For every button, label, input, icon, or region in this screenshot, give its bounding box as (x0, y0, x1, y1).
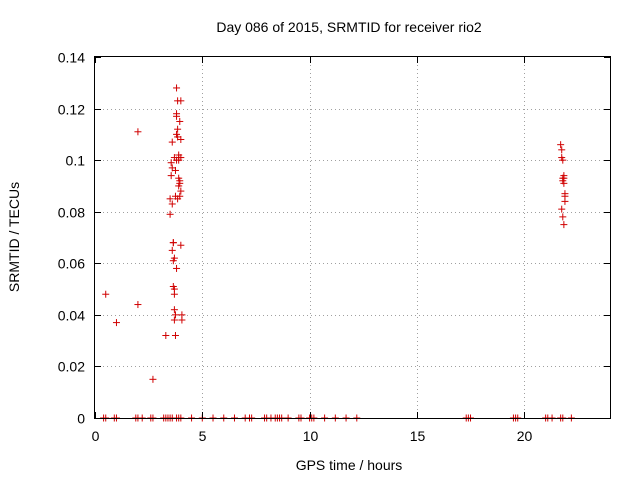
data-point (170, 254, 178, 262)
data-point (559, 213, 567, 221)
data-point (177, 187, 185, 195)
y-tick-label: 0.02 (58, 359, 85, 375)
data-point (167, 159, 175, 167)
data-point (176, 117, 184, 125)
x-tick-label: 5 (199, 428, 207, 444)
data-point (169, 239, 177, 247)
data-point (171, 331, 179, 339)
plot-frame (94, 56, 611, 419)
data-point (176, 177, 184, 185)
data-point (174, 195, 182, 203)
data-point (170, 306, 178, 314)
data-point (173, 264, 181, 272)
y-axis-label: SRMTID / TECUs (6, 182, 22, 292)
data-point (112, 319, 120, 327)
y-tick-label: 0.08 (58, 205, 85, 221)
data-point (171, 311, 179, 319)
y-tick-label: 0.06 (58, 256, 85, 272)
data-point (162, 331, 170, 339)
y-tick-label: 0.12 (58, 102, 85, 118)
y-tick-label: 0.04 (58, 308, 85, 324)
x-tick-label: 0 (92, 428, 100, 444)
data-point (170, 316, 178, 324)
x-tick-label: 15 (410, 428, 426, 444)
data-point (560, 221, 568, 229)
data-points (100, 84, 575, 422)
data-point (558, 205, 566, 213)
data-point (134, 128, 142, 136)
data-point (178, 316, 186, 324)
data-point (170, 154, 178, 162)
data-point (559, 156, 567, 164)
data-point (561, 197, 569, 205)
data-point (167, 172, 175, 180)
axis-ticks: 0 0.02 0.04 0.06 0.08 0.1 0.12 0.14 0 5 10 15 20 (58, 50, 610, 444)
y-tick-label: 0.1 (66, 153, 86, 169)
data-point (168, 138, 176, 146)
gridlines (95, 57, 610, 418)
data-point (149, 375, 157, 383)
data-point (558, 146, 566, 154)
y-tick-label: 0 (77, 411, 85, 427)
data-point (177, 136, 185, 144)
data-point (177, 241, 185, 249)
data-point (174, 125, 182, 133)
data-point (170, 290, 178, 298)
y-tick-label: 0.14 (58, 50, 85, 66)
data-point (168, 164, 176, 172)
data-point (168, 200, 176, 208)
data-point (173, 84, 181, 92)
data-point (168, 246, 176, 254)
data-point (102, 290, 110, 298)
x-tick-label: 20 (517, 428, 533, 444)
chart-title: Day 086 of 2015, SRMTID for receiver rio… (216, 19, 482, 35)
data-point (177, 97, 185, 105)
x-tick-label: 10 (303, 428, 319, 444)
data-point (166, 195, 174, 203)
data-point (134, 301, 142, 309)
data-point (166, 210, 174, 218)
x-axis-label: GPS time / hours (296, 457, 403, 473)
data-point (175, 151, 183, 159)
data-point (560, 174, 568, 182)
data-point (557, 141, 565, 149)
data-point (173, 110, 181, 118)
